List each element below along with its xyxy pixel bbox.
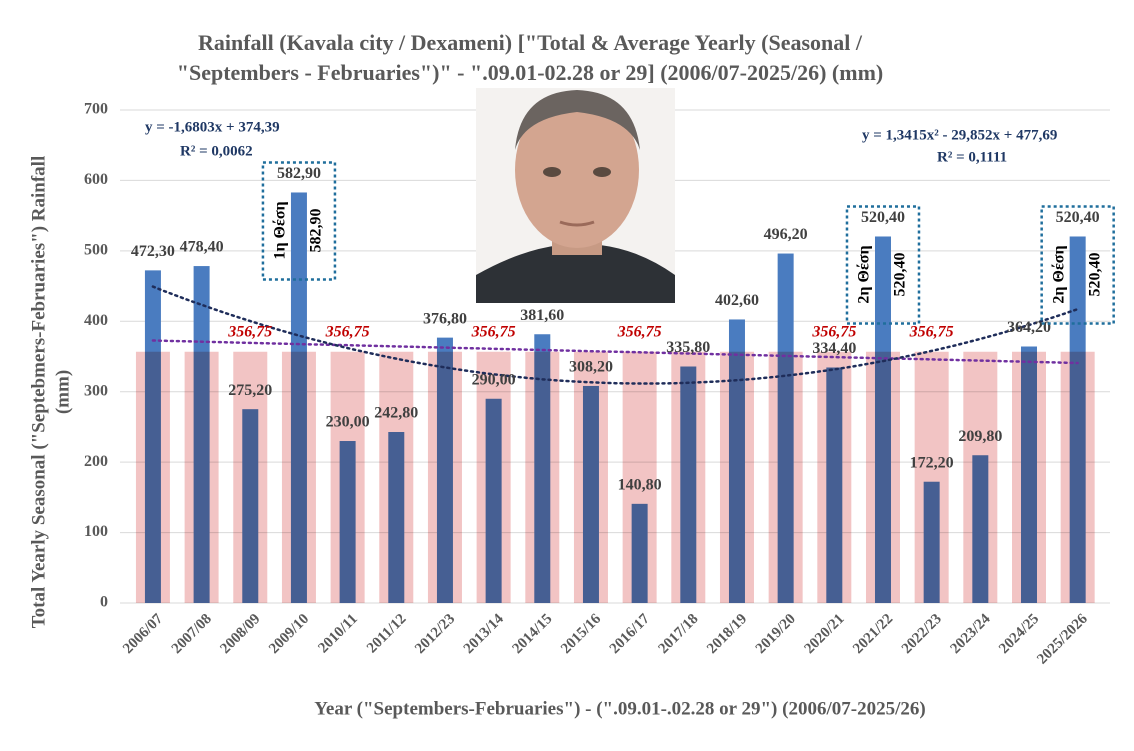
trendline [151, 339, 1079, 365]
average-bar [281, 351, 316, 603]
average-bar [379, 351, 414, 603]
average-bar [427, 351, 462, 603]
y-tick-label: 100 [84, 523, 108, 540]
average-label: 356,75 [227, 323, 272, 340]
average-bar [330, 351, 365, 603]
data-label: 335,80 [666, 339, 710, 356]
annotation-box [1040, 205, 1115, 325]
data-label: 381,60 [520, 307, 564, 324]
average-bar [865, 351, 900, 603]
data-label: 582,90 [277, 165, 321, 182]
data-label: 402,60 [715, 292, 759, 309]
average-bar [817, 351, 852, 603]
chart-title: "Septembers - Februaries")" - ".09.01-02… [177, 60, 883, 85]
average-bar [525, 351, 560, 603]
y-tick-label: 400 [84, 312, 108, 329]
data-label: 520,40 [861, 209, 905, 226]
data-label: 290,00 [472, 371, 516, 388]
data-label: 308,20 [569, 359, 613, 376]
y-tick-label: 200 [84, 453, 108, 470]
average-label: 356,75 [471, 323, 516, 340]
data-label: 230,00 [326, 414, 370, 431]
chart-title: Rainfall (Kavala city / Dexameni) ["Tota… [198, 30, 863, 55]
data-label: 172,20 [910, 454, 954, 471]
photo [476, 88, 675, 303]
y-tick-label: 600 [84, 171, 108, 188]
x-axis-title: Year ("Septembers-Februaries") - (".09.0… [314, 698, 925, 719]
trend-equation: y = 1,3415x² - 29,852x + 477,69 [862, 127, 1057, 143]
data-label: 520,40 [1056, 209, 1100, 226]
photo-shirt [476, 245, 675, 303]
average-label: 356,75 [909, 323, 954, 340]
average-bar [1011, 351, 1046, 603]
average-bar [963, 351, 998, 603]
data-label: 376,80 [423, 310, 467, 327]
average-bar [135, 351, 170, 603]
y-axis-title: Total Yearly Seasonal ("Septebmers-Febru… [28, 156, 49, 629]
trend-equation: y = -1,6803x + 374,39 [145, 119, 280, 135]
annotation-value: 582,90 [308, 208, 325, 252]
photo-eye [593, 167, 611, 177]
photo-mouth [559, 220, 595, 227]
data-label: 334,40 [812, 340, 856, 357]
data-label: 496,20 [764, 226, 808, 243]
trend-r2: R² = 0,1111 [937, 149, 1007, 165]
average-bar [914, 351, 949, 603]
annotation-box [845, 205, 921, 325]
average-bar [768, 351, 803, 603]
average-bar [622, 351, 657, 603]
y-tick-label: 500 [84, 242, 108, 259]
annotation-text: 2η Θέση [1050, 245, 1067, 303]
photo-hair [515, 90, 640, 150]
data-label: 140,80 [618, 477, 662, 494]
data-label: 478,40 [180, 239, 224, 256]
average-bar [1060, 351, 1095, 603]
average-bar [233, 351, 268, 603]
average-bar [476, 351, 511, 603]
plot-area: 0 100 200 300 400 500 600 700 356,75 356,75 356,75… [84, 101, 1115, 668]
y-tick-label: 0 [100, 594, 108, 611]
annotation-value: 520,40 [1086, 252, 1103, 296]
data-label: 472,30 [131, 243, 175, 260]
data-label: 242,80 [374, 405, 418, 422]
average-label: 356,75 [811, 323, 856, 340]
photo-face [515, 92, 639, 248]
annotation-text: 2η Θέση [856, 245, 873, 303]
data-label: 209,80 [958, 428, 1002, 445]
average-bar [719, 351, 754, 603]
trendline [151, 285, 1079, 385]
average-bar [671, 351, 706, 603]
average-bar [573, 351, 608, 603]
y-tick-label: 300 [84, 382, 108, 399]
annotation-box [261, 161, 337, 281]
annotation-value: 520,40 [892, 252, 909, 296]
y-tick-label: 700 [84, 101, 108, 118]
data-label: 364,20 [1007, 319, 1051, 336]
photo-eye [543, 167, 561, 177]
annotation-text: 1η Θέση [272, 201, 289, 259]
data-label: 275,20 [228, 382, 272, 399]
average-bar [184, 351, 219, 603]
average-label: 356,75 [325, 323, 370, 340]
y-axis-title: (mm) [52, 370, 73, 414]
average-label: 356,75 [617, 323, 662, 340]
trend-r2: R² = 0,0062 [180, 143, 253, 159]
